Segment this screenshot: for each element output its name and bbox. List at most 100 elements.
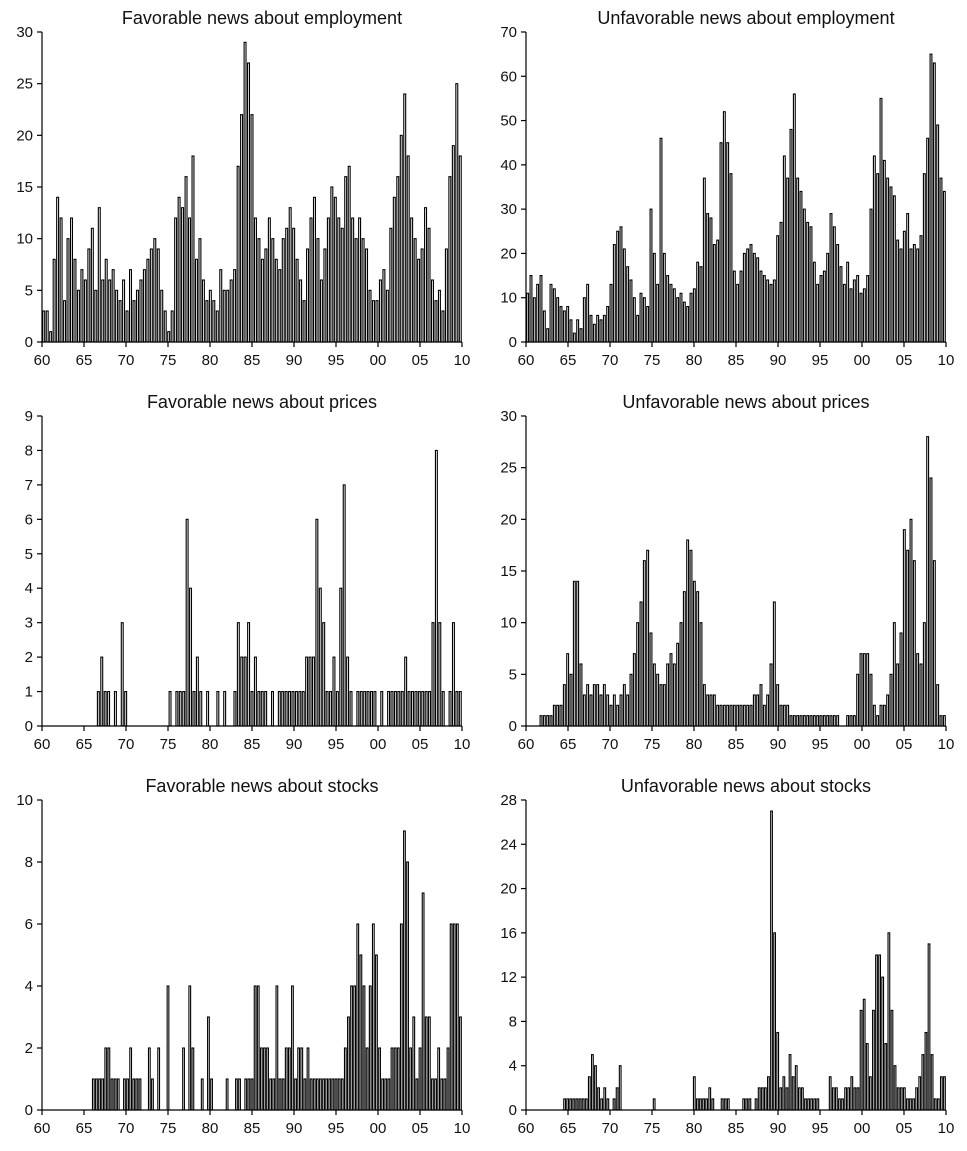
- bar-unfavorable-news-about-employment-108: [886, 177, 890, 343]
- bar-unfavorable-news-about-prices-76: [779, 704, 783, 727]
- bar-unfavorable-news-about-employment-34: [639, 292, 643, 343]
- x-tick-label: 75: [644, 1120, 661, 1137]
- bar-favorable-news-about-stocks-128: [440, 1078, 444, 1111]
- bar-unfavorable-news-about-stocks-122: [902, 1087, 906, 1111]
- bar-favorable-news-about-stocks-131: [449, 923, 453, 1111]
- chart-title: Unfavorable news about prices: [622, 392, 869, 412]
- bar-unfavorable-news-about-stocks-22: [594, 1065, 597, 1111]
- bar-favorable-news-about-prices-67: [270, 691, 274, 727]
- x-tick-label: 00: [854, 1120, 871, 1137]
- bar-favorable-news-about-employment-62: [257, 238, 261, 343]
- bar-unfavorable-news-about-employment-81: [796, 177, 800, 343]
- bar-unfavorable-news-about-prices-121: [929, 477, 933, 727]
- bar-unfavorable-news-about-stocks-41: [652, 1098, 656, 1111]
- bar-unfavorable-news-about-prices-118: [919, 663, 923, 727]
- bar-unfavorable-news-about-stocks-120: [896, 1087, 900, 1111]
- bar-favorable-news-about-employment-9: [73, 258, 77, 343]
- bar-favorable-news-about-stocks-27: [126, 1078, 129, 1111]
- bar-unfavorable-news-about-stocks-103: [844, 1087, 848, 1111]
- bar-unfavorable-news-about-stocks-107: [856, 1087, 860, 1111]
- bar-favorable-news-about-employment-69: [281, 238, 285, 343]
- bar-favorable-news-about-employment-14: [90, 227, 94, 343]
- bar-unfavorable-news-about-employment-114: [906, 213, 910, 343]
- bar-unfavorable-news-about-employment-12: [566, 306, 570, 343]
- bar-favorable-news-about-stocks-88: [315, 1078, 319, 1111]
- bar-favorable-news-about-employment-79: [316, 238, 320, 343]
- bar-favorable-news-about-employment-86: [340, 227, 344, 343]
- x-tick-label: 00: [854, 736, 871, 753]
- chart-title: Unfavorable news about stocks: [621, 776, 871, 796]
- bar-unfavorable-news-about-stocks-87: [794, 1065, 798, 1111]
- bar-unfavorable-news-about-employment-46: [679, 292, 683, 343]
- bar-favorable-news-about-stocks-109: [381, 1078, 385, 1111]
- bar-favorable-news-about-prices-24: [124, 691, 128, 727]
- x-tick-label: 85: [244, 1120, 261, 1137]
- bar-favorable-news-about-employment-103: [399, 134, 403, 343]
- bar-favorable-news-about-prices-95: [366, 691, 370, 727]
- bar-unfavorable-news-about-employment-109: [889, 186, 893, 343]
- bar-unfavorable-news-about-employment-36: [646, 306, 650, 343]
- bar-favorable-news-about-stocks-110: [384, 1078, 388, 1111]
- bar-unfavorable-news-about-prices-109: [889, 673, 893, 727]
- bar-favorable-news-about-employment-94: [368, 289, 372, 343]
- bar-favorable-news-about-prices-59: [243, 656, 247, 727]
- bar-unfavorable-news-about-prices-33: [636, 622, 640, 727]
- bar-unfavorable-news-about-stocks-130: [927, 943, 931, 1111]
- y-tick-label: 20: [500, 511, 517, 528]
- bar-unfavorable-news-about-stocks-18: [581, 1098, 585, 1111]
- bar-unfavorable-news-about-prices-30: [626, 694, 630, 727]
- bar-favorable-news-about-prices-70: [281, 691, 285, 727]
- bar-favorable-news-about-prices-73: [291, 691, 295, 727]
- bar-unfavorable-news-about-employment-67: [749, 244, 753, 343]
- chart-panel-unfavorable-stocks: Unfavorable news about stocks 0 4 8 12 16 20 24…: [500, 776, 954, 1137]
- bar-favorable-news-about-prices-81: [318, 587, 322, 727]
- bar-unfavorable-news-about-stocks-104: [847, 1087, 851, 1111]
- y-tick-label: 12: [500, 969, 517, 986]
- bar-unfavorable-news-about-prices-54: [706, 694, 710, 727]
- bar-unfavorable-news-about-prices-38: [652, 663, 656, 727]
- bar-favorable-news-about-employment-5: [59, 217, 63, 343]
- bar-unfavorable-news-about-prices-72: [766, 694, 770, 727]
- bar-unfavorable-news-about-employment-117: [916, 248, 920, 343]
- bar-favorable-news-about-employment-104: [403, 93, 407, 343]
- chart-panel-unfavorable-prices: Unfavorable news about prices05101520253…: [500, 392, 954, 753]
- bar-favorable-news-about-stocks-18: [98, 1078, 101, 1111]
- bar-unfavorable-news-about-prices-69: [756, 694, 760, 727]
- bar-unfavorable-news-about-employment-121: [929, 53, 933, 343]
- bar-favorable-news-about-stocks-111: [387, 1078, 391, 1111]
- bar-unfavorable-news-about-employment-27: [616, 230, 620, 343]
- bar-unfavorable-news-about-stocks-118: [890, 1009, 894, 1111]
- y-tick-label: 25: [16, 76, 33, 93]
- bar-unfavorable-news-about-prices-87: [816, 715, 820, 727]
- bar-unfavorable-news-about-stocks-12: [563, 1098, 567, 1111]
- bar-unfavorable-news-about-prices-23: [602, 684, 606, 727]
- bar-favorable-news-about-employment-118: [451, 145, 455, 343]
- bar-favorable-news-about-employment-65: [267, 217, 271, 343]
- bar-favorable-news-about-prices-63: [257, 691, 261, 727]
- bar-favorable-news-about-prices-97: [373, 691, 377, 727]
- bar-unfavorable-news-about-prices-37: [649, 632, 653, 727]
- x-tick-label: 65: [560, 736, 577, 753]
- bar-favorable-news-about-stocks-16: [91, 1078, 95, 1111]
- bar-favorable-news-about-employment-93: [365, 248, 369, 343]
- bar-unfavorable-news-about-employment-49: [689, 292, 693, 343]
- y-tick-label: 4: [25, 978, 33, 995]
- bar-favorable-news-about-employment-7: [66, 238, 70, 343]
- y-tick-label: 10: [16, 231, 33, 248]
- x-tick-label: 00: [854, 352, 871, 369]
- bar-favorable-news-about-employment-17: [101, 279, 105, 343]
- bar-unfavorable-news-about-stocks-90: [804, 1098, 807, 1111]
- bar-unfavorable-news-about-employment-18: [586, 283, 590, 343]
- bar-unfavorable-news-about-prices-77: [782, 704, 786, 727]
- bar-unfavorable-news-about-employment-31: [629, 279, 633, 343]
- bar-favorable-news-about-prices-94: [363, 691, 367, 727]
- x-tick-label: 80: [202, 352, 219, 369]
- bar-favorable-news-about-employment-31: [149, 248, 153, 343]
- bar-unfavorable-news-about-employment-78: [786, 177, 790, 343]
- x-tick-label: 70: [602, 1120, 619, 1137]
- x-tick-label: 10: [454, 352, 471, 369]
- bar-unfavorable-news-about-employment-8: [552, 288, 556, 343]
- bar-unfavorable-news-about-employment-95: [842, 283, 846, 343]
- bar-favorable-news-about-employment-23: [122, 279, 126, 343]
- bar-unfavorable-news-about-prices-13: [569, 673, 573, 727]
